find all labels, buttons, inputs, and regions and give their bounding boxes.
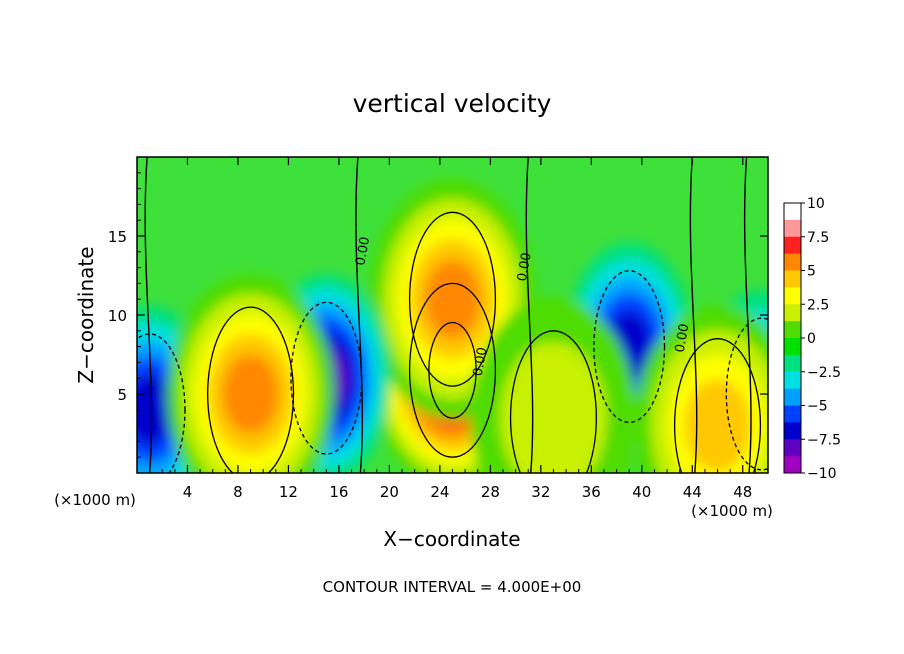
colorbar-swatch-5 (784, 287, 801, 305)
zero-contour-0 (144, 157, 153, 473)
x-tick-label-1: 8 (233, 483, 243, 501)
x-tick-label-10: 44 (683, 483, 702, 501)
zero-contour-label-0: 0.00 (353, 236, 373, 267)
colorbar-label-3: 2.5 (807, 297, 829, 313)
colorbar-swatch-15 (784, 456, 801, 474)
y-tick-label-1: 10 (108, 307, 127, 325)
colorbar-label-0: 10 (807, 196, 825, 212)
contour-4-0 (137, 333, 186, 473)
contour-2-0 (593, 270, 666, 424)
contour-0-0 (408, 282, 497, 458)
contour-0-1 (428, 321, 477, 419)
contour-1-0 (408, 211, 497, 387)
colorbar-swatch-1 (784, 219, 801, 238)
colorbar-label-7: −7.5 (807, 432, 841, 448)
contour-labels: 0.00 0.00 0.00 0.00 (353, 236, 692, 378)
y-tick-label-0: 5 (117, 386, 127, 404)
colorbar-label-2: 5 (807, 264, 816, 280)
colorbar-swatch-0 (784, 203, 801, 221)
contour-interval-note: CONTOUR INTERVAL = 4.000E+00 (323, 578, 582, 596)
zero-contour-label-3: 0.00 (471, 346, 491, 377)
colorbar-swatch-11 (784, 388, 801, 406)
colorbar-swatch-14 (784, 439, 801, 457)
colorbar-swatch-13 (784, 422, 801, 440)
colorbar-swatch-3 (784, 253, 801, 271)
colorbar-swatch-8 (784, 338, 801, 356)
colorbar: 10 7.5 5 2.5 0 −2.5 −5 −7.5 −10 (783, 196, 841, 482)
zero-contour-4 (743, 157, 752, 473)
colorbar-label-4: 0 (807, 331, 816, 347)
x-tick-label-7: 32 (531, 483, 550, 501)
y-axis: 5 10 15 (108, 172, 768, 458)
colorbar-swatch-10 (784, 371, 801, 390)
x-unit-left: (×1000 m) (54, 491, 136, 509)
colorbar-swatch-2 (784, 236, 801, 255)
x-tick-label-6: 28 (481, 483, 500, 501)
contour-7-0 (673, 338, 762, 473)
x-tick-label-3: 16 (329, 483, 348, 501)
x-axis-label: X−coordinate (383, 527, 520, 551)
colorbar-swatch-12 (784, 405, 801, 423)
x-tick-label-5: 24 (430, 483, 449, 501)
x-tick-label-8: 36 (582, 483, 601, 501)
colorbar-swatch-9 (784, 354, 801, 373)
x-unit-right: (×1000 m) (691, 502, 773, 520)
field-level-1-5 (424, 259, 481, 339)
field-level-4-5 (137, 374, 173, 446)
x-tick-label-11: 48 (733, 483, 752, 501)
contour-8-0 (509, 330, 598, 473)
colorbar-label-5: −2.5 (807, 365, 841, 381)
field-level-6-5 (222, 354, 279, 434)
colorbar-label-1: 7.5 (807, 230, 829, 246)
x-tick-label-2: 12 (279, 483, 298, 501)
colorbar-swatch-6 (784, 304, 801, 322)
plot-area: 0.00 0.00 0.00 0.00 (136, 156, 769, 474)
x-tick-label-0: 4 (183, 483, 193, 501)
contour-lines (137, 157, 768, 473)
y-tick-label-2: 15 (108, 228, 127, 246)
zero-contour-1 (355, 157, 363, 473)
colorbar-swatch-4 (784, 270, 801, 288)
colorbar-label-6: −5 (807, 399, 828, 415)
zero-contour-3 (689, 157, 698, 473)
contour-6-0 (207, 306, 295, 473)
colorbar-swatch-7 (784, 321, 801, 339)
zero-contour-2 (525, 157, 534, 473)
field-level-8-2 (500, 341, 607, 473)
y-axis-label: Z−coordinate (74, 246, 98, 383)
field-level-7-4 (684, 379, 751, 472)
x-axis: 4 8 12 16 20 24 28 32 36 40 44 48 (149, 157, 756, 501)
x-tick-label-9: 40 (632, 483, 651, 501)
zero-contour-label-1: 0.00 (515, 251, 535, 282)
chart-title: vertical velocity (353, 89, 552, 118)
x-tick-label-4: 20 (380, 483, 399, 501)
colorbar-label-8: −10 (807, 466, 837, 482)
zero-contour-label-2: 0.00 (673, 323, 693, 354)
